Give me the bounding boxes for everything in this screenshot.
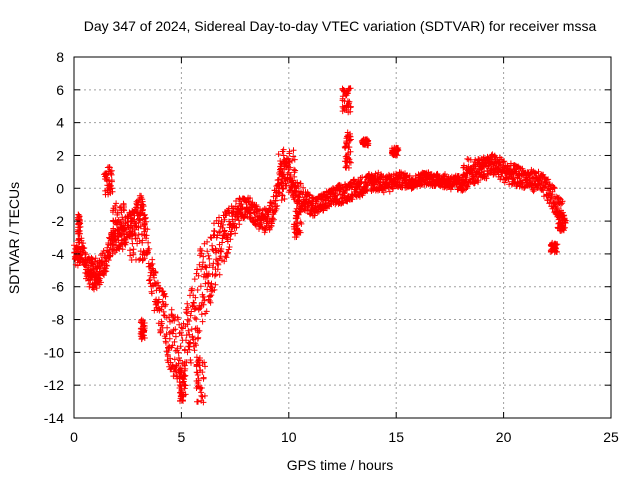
plot-frame: [73, 56, 612, 419]
x-axis-label: GPS time / hours: [287, 457, 394, 473]
chart-title: Day 347 of 2024, Sidereal Day-to-day VTE…: [84, 18, 597, 34]
x-tick-label: 25: [603, 429, 619, 445]
y-tick-label: -14: [44, 410, 64, 426]
y-tick-label: 8: [56, 49, 64, 65]
x-tick-label: 20: [496, 429, 512, 445]
data-layer: [71, 85, 569, 406]
y-tick-label: 2: [56, 147, 64, 163]
y-tick-label: -4: [52, 246, 65, 262]
axes-layer: 0 5 10 15 20 25 -14 -12 -10 -8 -6 -4 -2 0 2 4 6 8: [44, 49, 619, 445]
y-tick-label: 6: [56, 82, 64, 98]
series-sdtvar-points: [71, 85, 569, 406]
x-tick-label: 0: [70, 429, 78, 445]
y-tick-label: -12: [44, 377, 64, 393]
y-tick-label: -10: [44, 344, 64, 360]
y-tick-label: 4: [56, 115, 64, 131]
x-tick-label: 5: [178, 429, 186, 445]
y-tick-label: 0: [56, 180, 64, 196]
y-tick-label: -8: [52, 312, 65, 328]
y-axis-label: SDTVAR / TECUs: [6, 182, 22, 294]
x-tick-label: 10: [281, 429, 297, 445]
x-tick-label: 15: [388, 429, 404, 445]
y-tick-label: -6: [52, 279, 65, 295]
y-tick-label: -2: [52, 213, 65, 229]
